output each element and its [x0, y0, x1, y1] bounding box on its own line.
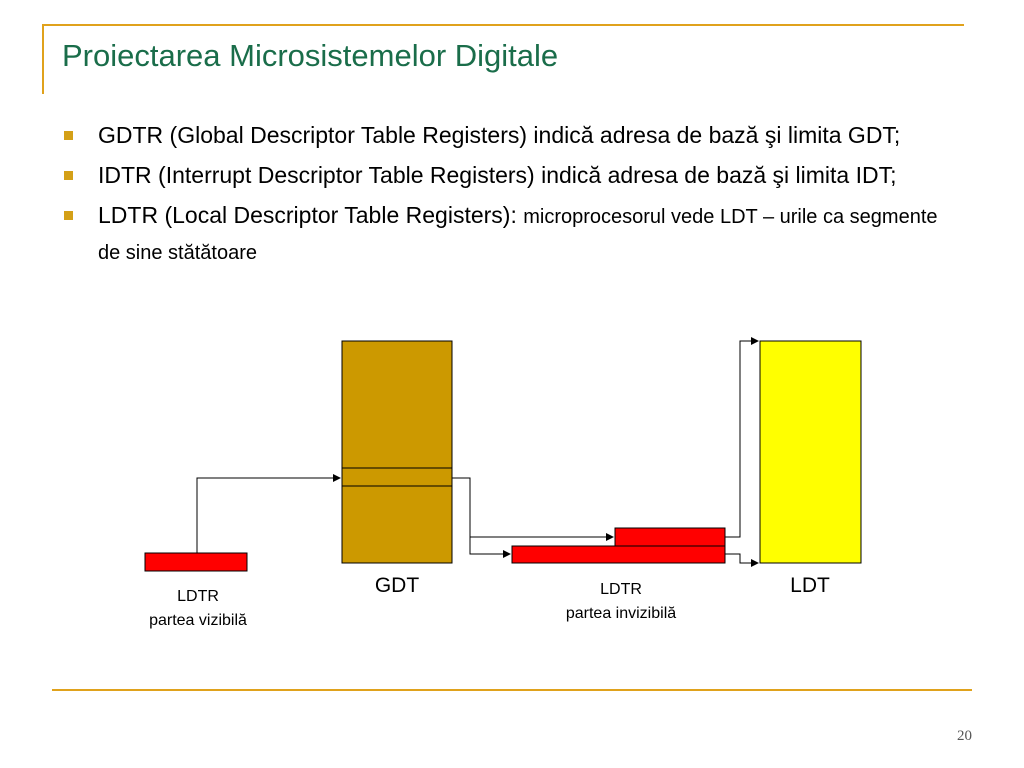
gdt-label: GDT: [375, 574, 420, 597]
bullet-item-gdtr: GDTR (Global Descriptor Table Registers)…: [60, 118, 960, 152]
ldtr-invisible-label-line2: partea invizibilă: [566, 605, 676, 622]
bullet-text-ldtr-detail: microprocesorul vede LDT – urile ca segm…: [98, 206, 938, 264]
ldtr-invisible-register-top: [614, 527, 726, 547]
square-bullet-icon: [64, 131, 73, 140]
ldt-table: [759, 340, 862, 564]
frame-bottom-line: [52, 689, 972, 691]
bullet-text-idtr: IDTR (Interrupt Descriptor Table Registe…: [98, 162, 897, 188]
slide-title: Proiectarea Microsistemelor Digitale: [62, 38, 559, 73]
gdt-table: [341, 340, 453, 564]
arrow-gdt-entry-to-ldtr-invisible-bottom: [469, 537, 511, 558]
ldt-label: LDT: [790, 574, 830, 597]
ldtr-visible-label-line1: LDTR: [177, 588, 219, 605]
bullet-item-idtr: IDTR (Interrupt Descriptor Table Registe…: [60, 158, 960, 192]
bullet-text-ldtr: LDTR (Local Descriptor Table Registers):: [98, 202, 524, 228]
frame-left-line: [42, 24, 44, 94]
gdt-selected-entry: [341, 467, 453, 487]
ldtr-invisible-register-bottom: [511, 545, 726, 564]
square-bullet-icon: [64, 171, 73, 180]
ldtr-visible-register: [144, 552, 248, 572]
arrow-gdt-entry-to-ldtr-invisible-top: [452, 477, 614, 541]
bullet-item-ldtr: LDTR (Local Descriptor Table Registers):…: [60, 198, 960, 270]
ldtr-visible-label-line2: partea vizibilă: [149, 612, 247, 629]
arrow-ldtr-base-to-ldt-top: [725, 337, 759, 538]
bullet-list: GDTR (Global Descriptor Table Registers)…: [60, 118, 960, 276]
frame-top-line: [42, 24, 964, 26]
bullet-text-gdtr: GDTR (Global Descriptor Table Registers)…: [98, 122, 901, 148]
arrow-ldtr-limit-to-ldt-bottom: [725, 553, 759, 567]
page-number: 20: [957, 728, 972, 744]
ldtr-invisible-label-line1: LDTR: [600, 581, 642, 598]
arrow-ldtr-to-gdt-entry: [196, 474, 341, 553]
square-bullet-icon: [64, 211, 73, 220]
